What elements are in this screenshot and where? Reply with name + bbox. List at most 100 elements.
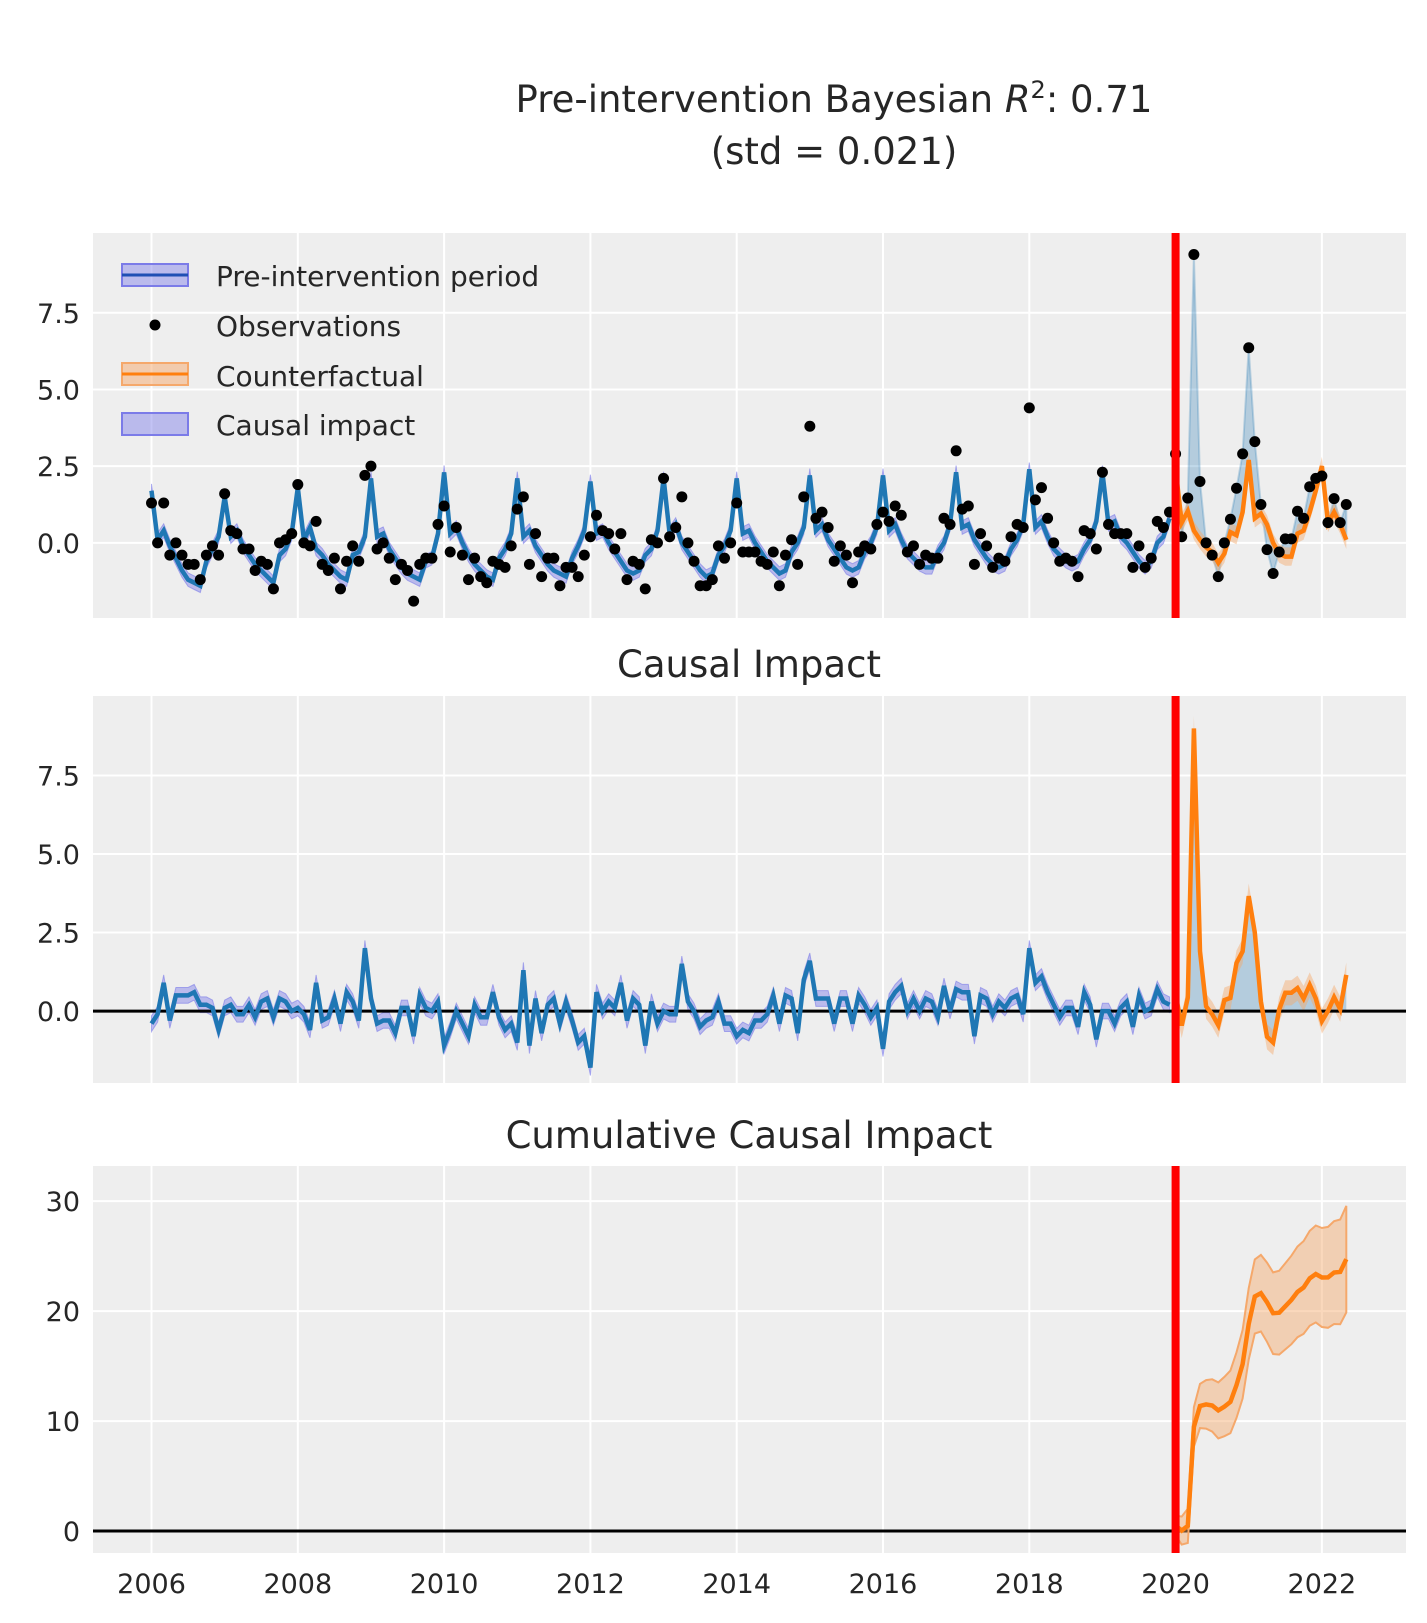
observation-point <box>188 558 200 570</box>
observation-point <box>365 460 377 472</box>
observation-point <box>786 534 798 546</box>
observation-point <box>731 497 743 509</box>
x-tick-label: 2020 <box>1141 1569 1210 1600</box>
observation-point <box>383 552 395 564</box>
panel-cumulative: 2006 2008 2010 2012 2014 2016 2018 2020 2022 0 10 2… <box>46 1166 1406 1600</box>
x-tick-label: 2022 <box>1288 1569 1357 1600</box>
observation-point <box>219 488 231 500</box>
observation-point <box>170 537 182 549</box>
observation-point <box>907 540 919 552</box>
observation-point <box>572 571 584 583</box>
observation-point <box>377 537 389 549</box>
observation-point <box>609 543 621 555</box>
observation-point <box>578 549 590 561</box>
observation-point <box>719 552 731 564</box>
observation-point <box>1042 512 1054 524</box>
observation-point <box>1139 561 1151 573</box>
observation-point <box>517 491 529 503</box>
panel-impact: 0.0 2.5 5.0 7.5 <box>37 696 1406 1083</box>
observation-point <box>670 522 682 534</box>
legend-dot <box>149 319 161 331</box>
observation-point <box>1194 475 1206 487</box>
observation-point <box>1267 568 1279 580</box>
observation-point <box>1029 494 1041 506</box>
observation-point <box>658 472 670 484</box>
y-tick-label: 0.0 <box>37 997 80 1028</box>
x-tick-label: 2010 <box>410 1569 479 1600</box>
observation-point <box>999 555 1011 567</box>
observation-point <box>1340 498 1352 510</box>
observation-point <box>706 574 718 586</box>
observation-point <box>469 552 481 564</box>
observation-point <box>243 543 255 555</box>
observation-point <box>1322 517 1334 529</box>
observation-point <box>889 500 901 512</box>
post-impact-line <box>1173 728 1349 1047</box>
observation-point <box>1249 436 1261 448</box>
observation-point <box>883 515 895 527</box>
observation-point <box>1066 555 1078 567</box>
observation-point <box>682 537 694 549</box>
observation-point <box>615 528 627 540</box>
observation-point <box>639 583 651 595</box>
observation-point <box>968 558 980 570</box>
observation-point <box>603 528 615 540</box>
observation-point <box>1206 549 1218 561</box>
pre-intervention-fit-line <box>149 468 1172 590</box>
x-tick-label: 2016 <box>849 1569 918 1600</box>
observation-point <box>1121 528 1133 540</box>
observation-point <box>1023 402 1035 414</box>
x-tick-label: 2008 <box>263 1569 332 1600</box>
observation-point <box>152 537 164 549</box>
y-tick-label: 5.0 <box>37 375 80 406</box>
observation-point <box>462 574 474 586</box>
y-tick-label: 20 <box>46 1297 80 1328</box>
observation-point <box>1255 498 1267 510</box>
observation-point <box>347 540 359 552</box>
observation-point <box>773 580 785 592</box>
observation-point <box>877 506 889 518</box>
y-tick-label: 10 <box>46 1407 80 1438</box>
observation-point <box>987 561 999 573</box>
observation-point <box>1127 561 1139 573</box>
observation-point <box>249 564 261 576</box>
observation-point <box>1328 493 1340 505</box>
observation-point <box>432 518 444 530</box>
observation-point <box>194 574 206 586</box>
observation-point <box>408 595 420 607</box>
observation-point <box>1157 522 1169 534</box>
observation-point <box>932 552 944 564</box>
observation-point <box>1237 448 1249 460</box>
observation-point <box>1182 492 1194 504</box>
observation-point <box>792 558 804 570</box>
observation-point <box>1103 518 1115 530</box>
observation-point <box>1145 552 1157 564</box>
observation-point <box>865 543 877 555</box>
legend: Pre-intervention period Observations Cou… <box>121 260 539 442</box>
observation-point <box>1334 517 1346 529</box>
observation-point <box>523 558 535 570</box>
observation-point <box>840 549 852 561</box>
impact-panel-title: Causal Impact <box>617 643 881 686</box>
y-tick-label: 5.0 <box>37 840 80 871</box>
observation-point <box>725 537 737 549</box>
observation-point <box>1304 481 1316 493</box>
observation-point <box>621 574 633 586</box>
observation-point <box>554 580 566 592</box>
observation-point <box>1224 513 1236 525</box>
observation-point <box>1316 470 1328 482</box>
cumulative-impact-line <box>1174 1258 1349 1534</box>
observation-point <box>1084 528 1096 540</box>
cumulative-panel-title: Cumulative Causal Impact <box>506 1114 993 1157</box>
observation-point <box>341 555 353 567</box>
observation-point <box>1096 466 1108 478</box>
panel-fit: 0.0 2.5 5.0 7.5 <box>37 233 1406 618</box>
observation-point <box>176 549 188 561</box>
y-tick-label: 2.5 <box>37 919 80 950</box>
figure-title: Pre-intervention Bayesian R2: 0.71 <box>516 76 1153 121</box>
observation-point <box>1200 537 1212 549</box>
observation-point <box>304 540 316 552</box>
observation-point <box>353 555 365 567</box>
observation-point <box>1133 540 1145 552</box>
observation-point <box>146 497 158 509</box>
